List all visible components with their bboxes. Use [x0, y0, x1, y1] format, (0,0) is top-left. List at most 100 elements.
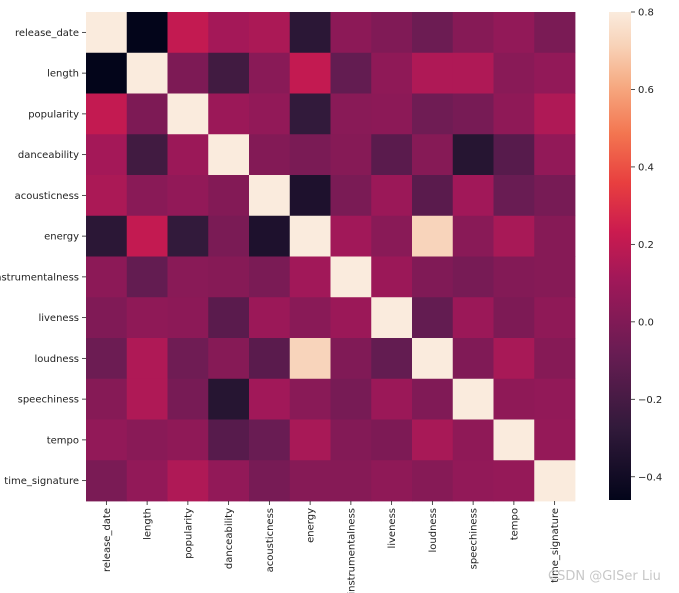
heatmap-cell-energy-release_date [86, 215, 128, 257]
heatmap-cell-popularity-popularity [167, 93, 209, 135]
heatmap-cell-acousticness-length [126, 175, 168, 217]
heatmap-cell-time_signature-instrumentalness [330, 460, 372, 502]
heatmap-cell-speechiness-energy [289, 378, 331, 420]
heatmap-cell-liveness-liveness [371, 297, 413, 339]
heatmap-cell-acousticness-liveness [371, 175, 413, 217]
heatmap-cell-tempo-liveness [371, 419, 413, 461]
heatmap-cell-liveness-acousticness [249, 297, 291, 339]
heatmap-cell-time_signature-energy [289, 460, 331, 502]
heatmap-cell-danceability-acousticness [249, 134, 291, 176]
heatmap-cell-time_signature-danceability [208, 460, 250, 502]
x-tick-label: liveness [387, 508, 398, 549]
heatmap-cell-length-danceability [208, 52, 250, 94]
x-tick-label: time_signature [550, 508, 561, 583]
heatmap-cell-energy-instrumentalness [330, 215, 372, 257]
heatmap-cell-loudness-liveness [371, 338, 413, 380]
heatmap-cell-speechiness-loudness [412, 378, 454, 420]
x-tick-label: popularity [183, 508, 194, 559]
heatmap-cell-release_date-speechiness [452, 12, 494, 54]
heatmap-cell-time_signature-liveness [371, 460, 413, 502]
heatmap-cell-time_signature-time_signature [534, 460, 576, 502]
heatmap-cell-energy-speechiness [452, 215, 494, 257]
heatmap-cell-time_signature-acousticness [249, 460, 291, 502]
heatmap-cell-acousticness-instrumentalness [330, 175, 372, 217]
heatmap-cell-length-release_date [86, 52, 128, 94]
heatmap-cell-release_date-popularity [167, 12, 209, 54]
heatmap-cell-energy-loudness [412, 215, 454, 257]
y-tick-label: length [47, 69, 79, 80]
heatmap-cell-length-instrumentalness [330, 52, 372, 94]
heatmap-cell-instrumentalness-length [126, 256, 168, 298]
heatmap-cell-loudness-length [126, 338, 168, 380]
heatmap-cell-time_signature-release_date [86, 460, 128, 502]
heatmap-cell-time_signature-tempo [493, 460, 535, 502]
heatmap-cell-popularity-danceability [208, 93, 250, 135]
colorbar-tick-label: −0.2 [638, 395, 662, 406]
heatmap-cell-loudness-tempo [493, 338, 535, 380]
heatmap-cell-liveness-tempo [493, 297, 535, 339]
heatmap-cell-time_signature-popularity [167, 460, 209, 502]
heatmap-cell-instrumentalness-release_date [86, 256, 128, 298]
x-tick-label: acousticness [265, 508, 276, 572]
heatmap-cell-loudness-release_date [86, 338, 128, 380]
heatmap-cell-danceability-speechiness [452, 134, 494, 176]
heatmap-cell-energy-tempo [493, 215, 535, 257]
colorbar-tick-label: 0.0 [638, 317, 654, 328]
heatmap-cell-length-tempo [493, 52, 535, 94]
heatmap-cell-time_signature-speechiness [452, 460, 494, 502]
heatmap-cell-tempo-energy [289, 419, 331, 461]
heatmap-cell-instrumentalness-instrumentalness [330, 256, 372, 298]
y-tick-label: tempo [47, 435, 79, 446]
heatmap-cell-popularity-length [126, 93, 168, 135]
heatmap-cell-tempo-popularity [167, 419, 209, 461]
heatmap-cell-acousticness-speechiness [452, 175, 494, 217]
colorbar-tick-label: 0.4 [638, 162, 654, 173]
colorbar [609, 12, 631, 500]
heatmap-cell-release_date-length [126, 12, 168, 54]
x-tick-label: release_date [102, 508, 113, 572]
x-tick-label: length [143, 508, 154, 540]
heatmap-cell-popularity-release_date [86, 93, 128, 135]
heatmap-cell-acousticness-tempo [493, 175, 535, 217]
heatmap-cell-tempo-length [126, 419, 168, 461]
heatmap-cell-length-loudness [412, 52, 454, 94]
watermark-text: CSDN @GISer Liu [548, 569, 661, 584]
heatmap-cell-danceability-energy [289, 134, 331, 176]
heatmap-cell-tempo-speechiness [452, 419, 494, 461]
heatmap-cell-time_signature-loudness [412, 460, 454, 502]
heatmap-cell-energy-danceability [208, 215, 250, 257]
heatmap-cell-popularity-liveness [371, 93, 413, 135]
heatmap-cell-acousticness-energy [289, 175, 331, 217]
x-tick-label: tempo [509, 508, 520, 540]
heatmap-cell-energy-length [126, 215, 168, 257]
heatmap-cell-loudness-loudness [412, 338, 454, 380]
heatmap-cell-time_signature-length [126, 460, 168, 502]
heatmap-cell-speechiness-time_signature [534, 378, 576, 420]
heatmap-cell-tempo-acousticness [249, 419, 291, 461]
heatmap-cell-acousticness-popularity [167, 175, 209, 217]
y-tick-label: energy [44, 232, 79, 243]
y-tick-label: acousticness [15, 191, 79, 202]
heatmap-cell-popularity-loudness [412, 93, 454, 135]
colorbar-tick-label: 0.2 [638, 240, 654, 251]
heatmap-cell-acousticness-acousticness [249, 175, 291, 217]
heatmap-cell-liveness-loudness [412, 297, 454, 339]
heatmap-cell-liveness-length [126, 297, 168, 339]
heatmap-cell-liveness-speechiness [452, 297, 494, 339]
heatmap-cell-danceability-danceability [208, 134, 250, 176]
heatmap-cell-liveness-instrumentalness [330, 297, 372, 339]
heatmap-cell-speechiness-speechiness [452, 378, 494, 420]
heatmap-cell-popularity-acousticness [249, 93, 291, 135]
y-tick-label: time_signature [4, 476, 79, 487]
y-tick-label: loudness [35, 354, 80, 365]
heatmap-cell-popularity-speechiness [452, 93, 494, 135]
heatmap-cell-danceability-popularity [167, 134, 209, 176]
heatmap-cell-release_date-release_date [86, 12, 128, 54]
heatmap-cell-speechiness-instrumentalness [330, 378, 372, 420]
heatmap-cell-speechiness-danceability [208, 378, 250, 420]
heatmap-cell-acousticness-release_date [86, 175, 128, 217]
heatmap-cell-length-speechiness [452, 52, 494, 94]
heatmap-cell-tempo-tempo [493, 419, 535, 461]
y-tick-label: release_date [15, 28, 79, 39]
heatmap-cell-release_date-instrumentalness [330, 12, 372, 54]
